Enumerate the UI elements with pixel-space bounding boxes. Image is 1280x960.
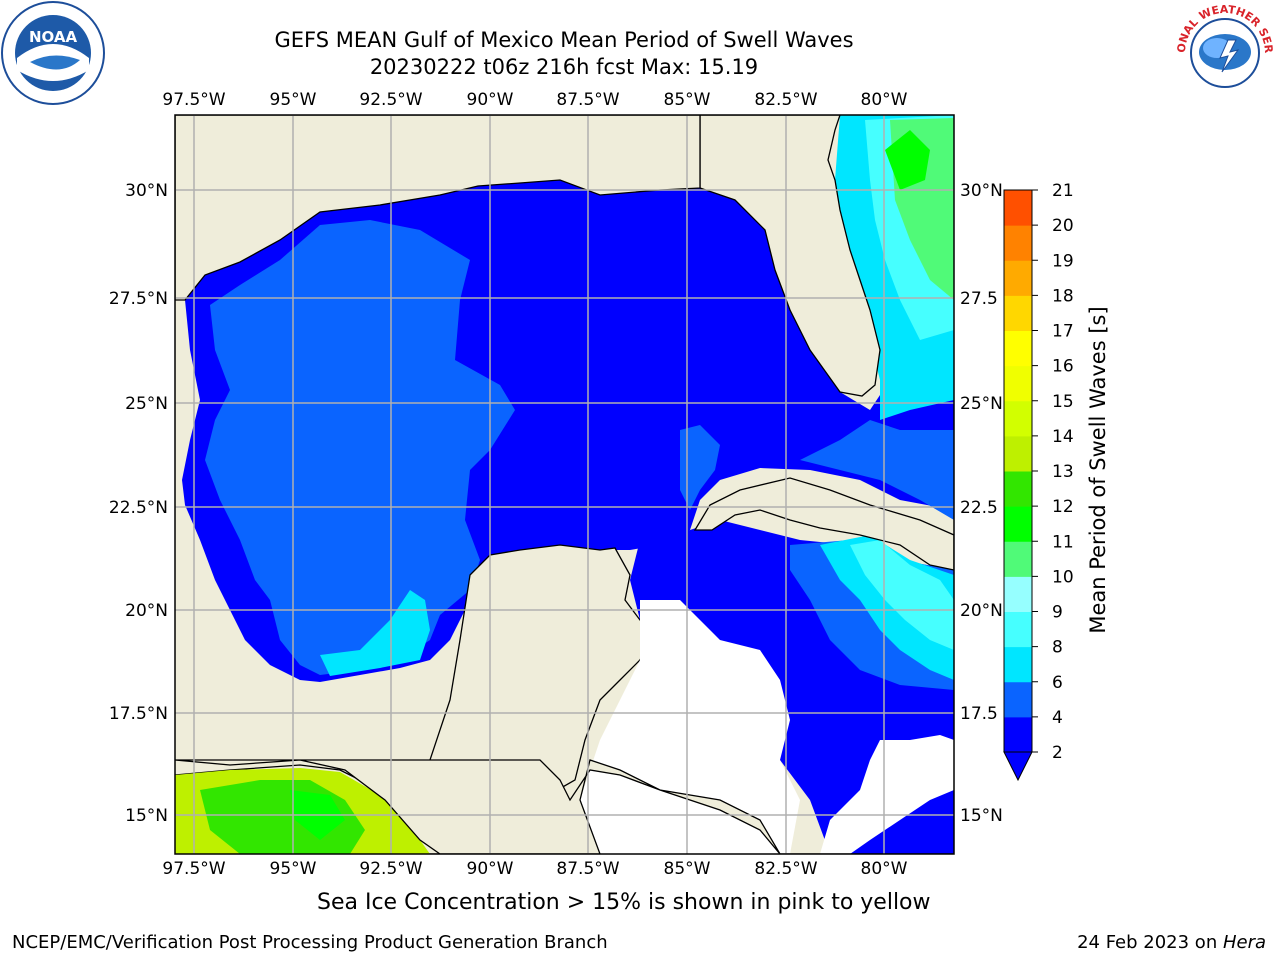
lon-label-top: 95°W xyxy=(270,90,317,110)
colorbar-label: Mean Period of Swell Waves [s] xyxy=(1086,306,1110,633)
footer-date-text: 24 Feb 2023 on xyxy=(1077,932,1223,953)
colorbar-extend-arrow xyxy=(1003,751,1033,782)
colorbar-tick-label: 2 xyxy=(1052,743,1063,763)
lat-label-left: 22.5°N xyxy=(109,498,168,518)
lat-label-right: 17.5 xyxy=(960,704,998,724)
colorbar-tick-label: 18 xyxy=(1052,286,1074,306)
caribbean-nodata xyxy=(820,735,954,854)
colorbar-tick-label: 14 xyxy=(1052,427,1074,447)
colorbar-tick-label: 13 xyxy=(1052,462,1074,482)
lon-label-top: 97.5°W xyxy=(162,90,225,110)
caribbean-nodata xyxy=(580,600,800,854)
graticule xyxy=(175,115,954,854)
noaa-logo-icon: NOAA xyxy=(1,1,105,105)
chart-subtitle: 20230222 t06z 216h fcst Max: 15.19 xyxy=(369,55,759,79)
footer-host: Hera xyxy=(1222,932,1266,953)
lat-label-left: 17.5°N xyxy=(109,704,168,724)
sea-ice-note: Sea Ice Concentration > 15% is shown in … xyxy=(317,890,931,915)
colorbar-segment xyxy=(1004,260,1032,296)
lat-label-right: 30°N xyxy=(960,181,1003,201)
lat-label-left: 20°N xyxy=(125,601,168,621)
florida-land xyxy=(699,115,881,397)
colorbar-tick-label: 19 xyxy=(1052,251,1074,271)
lon-label-top: 90°W xyxy=(467,90,514,110)
colorbar-segment xyxy=(1004,646,1032,683)
lat-label-right: 27.5 xyxy=(960,289,998,309)
lat-label-right: 22.5 xyxy=(960,498,998,518)
colorbar-tick-label: 10 xyxy=(1052,567,1074,587)
colorbar-segment xyxy=(1004,471,1032,507)
map-frame xyxy=(174,114,955,855)
lon-label-top: 80°W xyxy=(861,90,908,110)
colorbar-segment xyxy=(1004,365,1032,402)
colorbar-segment xyxy=(1004,400,1032,437)
lat-label-right: 20°N xyxy=(960,601,1003,621)
cuba-land xyxy=(693,477,954,571)
nws-logo-icon: NATIONAL WEATHER SERVICE xyxy=(1172,0,1276,104)
lat-label-right: 25°N xyxy=(960,394,1003,414)
atlantic-water-swell-10-11s xyxy=(885,130,930,190)
lon-label-top: 92.5°W xyxy=(359,90,422,110)
gulf-water-swell-6-8s xyxy=(320,590,430,676)
colorbar-tick-label: 21 xyxy=(1052,181,1074,201)
lon-label-bottom: 95°W xyxy=(270,859,317,879)
colorbar-segment xyxy=(1004,295,1032,331)
lat-label-left: 25°N xyxy=(125,394,168,414)
colorbar-tick-label: 8 xyxy=(1052,638,1063,658)
colorbar-segment xyxy=(1004,435,1032,472)
noaa-logo-text: NOAA xyxy=(29,28,78,46)
colorbar-tick-label: 6 xyxy=(1052,673,1063,693)
lon-label-bottom: 97.5°W xyxy=(162,859,225,879)
colorbar-segment xyxy=(1004,330,1032,367)
colorbar-segment xyxy=(1004,190,1032,226)
lon-label-bottom: 87.5°W xyxy=(556,859,619,879)
colorbar-segment xyxy=(1004,576,1032,612)
colorbar-segment xyxy=(1004,225,1032,261)
lon-label-top: 87.5°W xyxy=(556,90,619,110)
colorbar-segment xyxy=(1004,611,1032,648)
chart-title: GEFS MEAN Gulf of Mexico Mean Period of … xyxy=(274,28,854,52)
lon-label-bottom: 90°W xyxy=(467,859,514,879)
footer-credit: NCEP/EMC/Verification Post Processing Pr… xyxy=(12,932,608,953)
colorbar-tick-label: 15 xyxy=(1052,392,1074,412)
colorbar-segment xyxy=(1004,681,1032,718)
colorbar-tick-label: 9 xyxy=(1052,603,1063,623)
colorbar-segment xyxy=(1004,541,1032,577)
colorbar: 2 4 6 8 9 10 11 12 13 14 15 16 17 18 19 20 21 xyxy=(1003,181,1074,782)
lon-label-top: 82.5°W xyxy=(754,90,817,110)
colorbar-segment xyxy=(1004,716,1032,753)
lon-label-bottom: 92.5°W xyxy=(359,859,422,879)
lat-label-left: 15°N xyxy=(125,806,168,826)
lat-label-right: 15°N xyxy=(960,806,1003,826)
gulf-water-swell-4-6s xyxy=(800,420,954,520)
footer-date: 24 Feb 2023 on Hera xyxy=(1077,932,1266,953)
colorbar-tick-label: 12 xyxy=(1052,497,1074,517)
lon-label-bottom: 85°W xyxy=(664,859,711,879)
lon-label-top: 85°W xyxy=(664,90,711,110)
colorbar-tick-label: 20 xyxy=(1052,216,1074,236)
gulf-water-swell-4-6s xyxy=(680,425,720,510)
lon-label-bottom: 82.5°W xyxy=(754,859,817,879)
lon-label-bottom: 80°W xyxy=(861,859,908,879)
colorbar-segment xyxy=(1004,506,1032,542)
colorbar-tick-label: 11 xyxy=(1052,532,1074,552)
lat-label-left: 27.5°N xyxy=(109,289,168,309)
gulf-water-swell-4-6s xyxy=(205,220,515,675)
caribbean-water-swell-8-9s xyxy=(850,540,954,650)
lat-label-left: 30°N xyxy=(125,181,168,201)
colorbar-tick-label: 4 xyxy=(1052,708,1063,728)
colorbar-tick-label: 16 xyxy=(1052,357,1074,377)
colorbar-tick-label: 17 xyxy=(1052,322,1074,342)
